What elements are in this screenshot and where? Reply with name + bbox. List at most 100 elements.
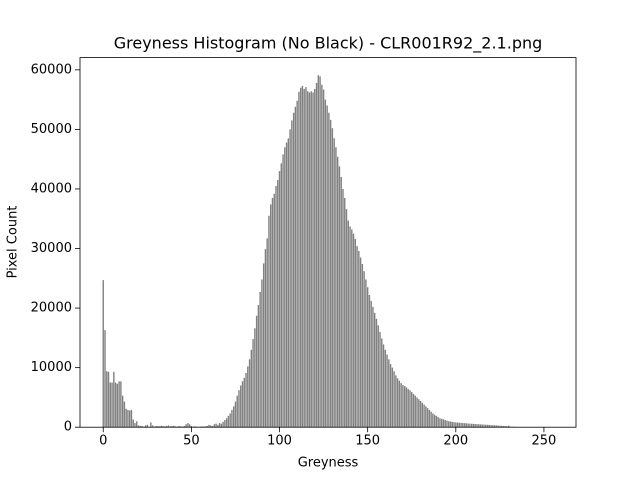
bar bbox=[392, 368, 393, 428]
bar bbox=[436, 416, 437, 427]
bar bbox=[122, 396, 123, 428]
bar bbox=[404, 386, 405, 427]
bar bbox=[333, 138, 334, 427]
bar bbox=[413, 394, 414, 427]
bar bbox=[400, 383, 401, 427]
bar bbox=[115, 383, 116, 428]
bar bbox=[312, 92, 313, 427]
bar bbox=[215, 424, 216, 428]
bar bbox=[478, 424, 479, 427]
bar bbox=[323, 89, 324, 427]
bar bbox=[337, 157, 338, 427]
bar bbox=[242, 381, 243, 427]
bar bbox=[370, 301, 371, 427]
bar bbox=[261, 279, 262, 427]
bar bbox=[231, 410, 232, 427]
bar bbox=[388, 359, 389, 427]
bar bbox=[467, 424, 468, 428]
bar bbox=[379, 332, 380, 427]
bar bbox=[395, 375, 396, 427]
bar bbox=[314, 89, 315, 427]
bar bbox=[360, 257, 361, 427]
bar bbox=[229, 414, 230, 428]
x-tick-label: 100 bbox=[267, 434, 292, 449]
bar bbox=[268, 216, 269, 427]
bar bbox=[425, 406, 426, 427]
bar bbox=[185, 424, 186, 427]
y-axis-label: Pixel Count bbox=[6, 206, 21, 279]
bar bbox=[228, 416, 229, 427]
bar bbox=[325, 100, 326, 428]
bar bbox=[277, 180, 278, 427]
bar bbox=[291, 120, 292, 427]
plot-frame bbox=[80, 58, 576, 428]
bar bbox=[108, 372, 109, 427]
bar bbox=[127, 410, 128, 427]
bar bbox=[376, 319, 377, 427]
bar bbox=[251, 350, 252, 427]
bar bbox=[110, 383, 111, 428]
bar bbox=[266, 238, 267, 427]
bar bbox=[326, 106, 327, 428]
x-axis-label: Greyness bbox=[298, 456, 359, 471]
bar bbox=[423, 405, 424, 428]
bar bbox=[219, 423, 220, 427]
bar bbox=[455, 422, 456, 427]
bar bbox=[457, 423, 458, 428]
bar bbox=[263, 263, 264, 427]
bar bbox=[453, 422, 454, 427]
bar bbox=[111, 383, 112, 428]
bar bbox=[452, 422, 453, 427]
bar bbox=[286, 143, 287, 428]
bar bbox=[450, 422, 451, 428]
bar bbox=[402, 385, 403, 427]
bar bbox=[385, 350, 386, 427]
bar bbox=[224, 420, 225, 427]
bar bbox=[237, 396, 238, 428]
bar bbox=[103, 280, 104, 427]
bar bbox=[309, 92, 310, 427]
x-tick-label: 150 bbox=[355, 434, 380, 449]
bar bbox=[346, 209, 347, 427]
bar bbox=[474, 424, 475, 427]
bar bbox=[328, 113, 329, 427]
bar bbox=[429, 410, 430, 427]
bar bbox=[430, 412, 431, 427]
bar bbox=[383, 344, 384, 427]
bar bbox=[279, 171, 280, 427]
bar bbox=[416, 397, 417, 427]
bar bbox=[303, 89, 304, 427]
bar bbox=[282, 154, 283, 427]
bar bbox=[150, 422, 151, 427]
bar bbox=[117, 384, 118, 427]
bar bbox=[295, 107, 296, 427]
bar bbox=[434, 415, 435, 428]
bar bbox=[133, 419, 134, 427]
bar bbox=[443, 419, 444, 427]
bar bbox=[432, 414, 433, 428]
bar bbox=[446, 421, 447, 428]
bar bbox=[448, 421, 449, 427]
bar bbox=[245, 373, 246, 427]
bar bbox=[476, 424, 477, 427]
bar bbox=[356, 246, 357, 427]
bar bbox=[399, 381, 400, 427]
bar bbox=[482, 424, 483, 427]
bar bbox=[342, 189, 343, 427]
bar bbox=[249, 359, 250, 427]
bar bbox=[358, 251, 359, 427]
bar bbox=[187, 423, 188, 427]
bar bbox=[296, 101, 297, 427]
bar bbox=[247, 366, 248, 427]
bar bbox=[363, 271, 364, 427]
bar bbox=[445, 420, 446, 427]
bar bbox=[397, 378, 398, 427]
bar bbox=[259, 292, 260, 427]
bar bbox=[418, 399, 419, 427]
bar bbox=[351, 229, 352, 427]
bar bbox=[341, 177, 342, 427]
y-tick-label: 50000 bbox=[31, 122, 72, 137]
bar bbox=[441, 419, 442, 427]
bar bbox=[369, 295, 370, 427]
